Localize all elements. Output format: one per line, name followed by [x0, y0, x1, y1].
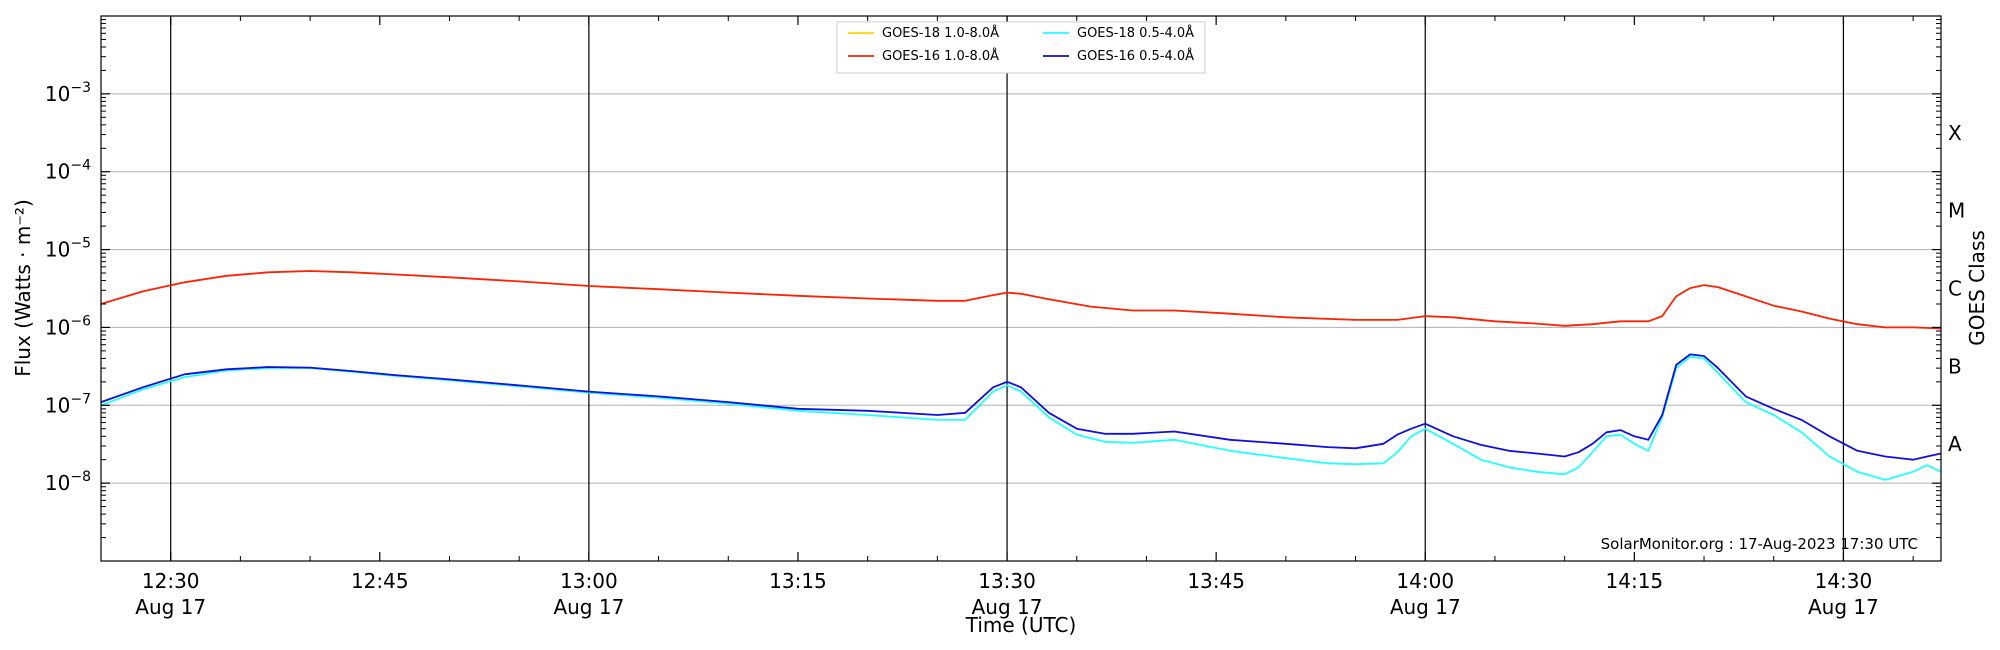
x-axis-title: Time (UTC): [965, 613, 1077, 637]
credit-text: SolarMonitor.org : 17-Aug-2023 17:30 UTC: [1601, 535, 1918, 553]
series-line-3: [100, 353, 1942, 461]
x-tick-label: 14:00: [1396, 569, 1454, 593]
y-tick-label: 10−8: [45, 469, 91, 495]
goes-class-label-c: C: [1948, 277, 1962, 301]
x-tick-sublabel: Aug 17: [1808, 595, 1879, 619]
x-tick-label: 13:00: [560, 569, 618, 593]
y-axis-title: Flux (Watts · m⁻²): [11, 199, 35, 377]
goes-class-label-m: M: [1948, 199, 1965, 223]
x-tick-label: 14:30: [1815, 569, 1873, 593]
y-tick-label: 10−5: [45, 236, 91, 262]
y-axis-ticks: 10−3 10−4 10−5 10−6 10−7 10−8: [45, 19, 1941, 539]
series-line-2: [100, 355, 1942, 481]
y-tick-label: 10−3: [45, 80, 91, 106]
x-tick-label: 14:15: [1606, 569, 1664, 593]
series-line-1: [100, 270, 1942, 330]
x-tick-label: 13:45: [1187, 569, 1245, 593]
goes-class-label-x: X: [1948, 121, 1962, 145]
legend-label-3: GOES-16 0.5-4.0Å: [1077, 48, 1194, 64]
x-tick-label: 12:45: [351, 569, 409, 593]
y2-axis-title: GOES Class: [1965, 230, 1989, 346]
legend-label-2: GOES-18 0.5-4.0Å: [1077, 25, 1194, 41]
legend-label-0: GOES-18 1.0-8.0Å: [882, 25, 999, 41]
y-tick-label: 10−4: [45, 158, 91, 184]
goes-class-label-b: B: [1948, 354, 1962, 378]
y-tick-label: 10−6: [45, 313, 91, 339]
x-tick-label: 13:15: [769, 569, 827, 593]
grid-layer: [101, 93, 1941, 484]
goes-class-label-a: A: [1948, 432, 1962, 456]
x-tick-sublabel: Aug 17: [1390, 595, 1461, 619]
x-tick-label: 13:30: [978, 569, 1036, 593]
x-tick-sublabel: Aug 17: [972, 595, 1043, 619]
legend-label-1: GOES-16 1.0-8.0Å: [882, 48, 999, 64]
series-layer: [100, 270, 1942, 481]
x-tick-sublabel: Aug 17: [553, 595, 624, 619]
x-tick-sublabel: Aug 17: [135, 595, 206, 619]
legend-box: [836, 21, 1206, 74]
vertical-time-lines: [170, 16, 1845, 561]
plot-frame: [100, 15, 1942, 562]
goes-class-labels: X M C B A: [1948, 121, 1965, 456]
x-tick-label: 12:30: [142, 569, 200, 593]
legend: GOES-18 1.0-8.0Å GOES-16 1.0-8.0Å GOES-18 …: [836, 21, 1206, 74]
y-tick-label: 10−7: [45, 391, 91, 417]
